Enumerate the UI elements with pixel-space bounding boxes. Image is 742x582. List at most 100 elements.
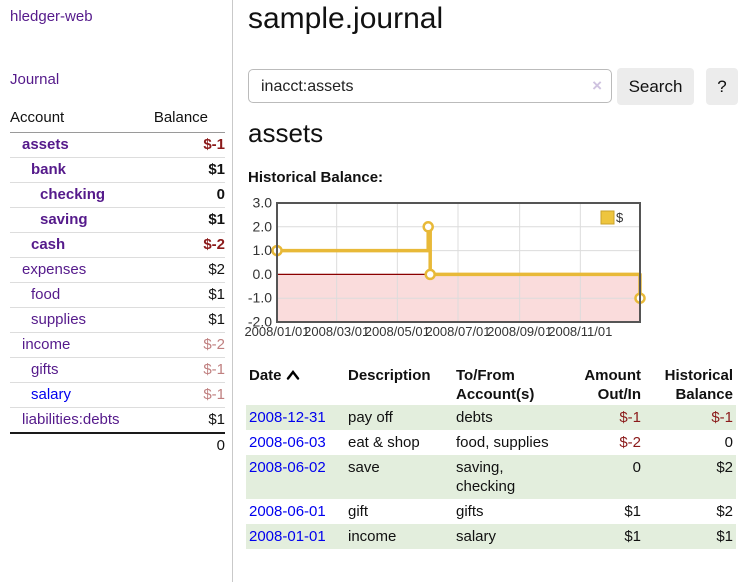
sidebar-account-expenses[interactable]: expenses [22, 261, 87, 278]
register-row: 2008-06-03 eat & shop food, supplies $-2 0 [246, 430, 736, 455]
register-header-balance-line2: Balance [675, 386, 733, 403]
sidebar-account-checking[interactable]: checking [40, 186, 106, 203]
accounts-total-row: 0 [10, 432, 225, 458]
account-balance: $-2 [153, 232, 225, 258]
sidebar-account-food[interactable]: food [31, 286, 61, 303]
account-balance: $-1 [153, 357, 225, 383]
transaction-accounts: food, supplies [456, 434, 549, 451]
sort-ascending-icon[interactable] [286, 370, 300, 380]
sidebar-account-supplies[interactable]: supplies [31, 311, 87, 328]
transaction-amount: $1 [624, 503, 641, 520]
transaction-date-link[interactable]: 2008-06-01 [249, 503, 326, 520]
account-row: bank $1 [10, 157, 225, 183]
account-name-cell: supplies [10, 307, 154, 333]
transaction-balance: 0 [724, 434, 733, 451]
account-name-cell: bank [10, 157, 154, 183]
register-header-date[interactable]: Date [246, 365, 345, 405]
accounts-total-value: 0 [153, 432, 225, 458]
account-row: supplies $1 [10, 307, 225, 333]
register-header-balance: Historical Balance [644, 365, 736, 405]
transaction-balance: $1 [716, 528, 733, 545]
transaction-amount: $-1 [619, 409, 641, 426]
account-name-cell: gifts [10, 357, 154, 383]
accounts-header-account: Account [10, 104, 154, 133]
transaction-amount: $1 [624, 528, 641, 545]
sidebar-account-assets[interactable]: assets [22, 136, 69, 153]
account-row: cash $-2 [10, 232, 225, 258]
transaction-date-cell: 2008-06-03 [246, 430, 345, 455]
chart-y-tick-label: 2.0 [253, 218, 273, 234]
account-row: checking 0 [10, 182, 225, 208]
sidebar-account-bank[interactable]: bank [31, 161, 67, 178]
accounts-table: Account Balance assets $-1 bank $1 checking 0… [10, 104, 225, 458]
account-name-cell: salary [10, 382, 154, 408]
account-name-cell: assets [10, 133, 154, 158]
search-form: × Search ? [248, 68, 742, 105]
search-button[interactable]: Search [617, 68, 694, 105]
register-header-row: Date Description To/From Account(s) Amou… [246, 365, 736, 405]
search-input[interactable] [259, 72, 581, 102]
account-balance: $1 [153, 157, 225, 183]
sidebar-account-salary[interactable]: salary [31, 386, 72, 403]
account-balance: $1 [153, 407, 225, 433]
account-balance: $1 [153, 282, 225, 308]
register-header-amount: Amount Out/In [566, 365, 644, 405]
transaction-date-link[interactable]: 2008-01-01 [249, 528, 326, 545]
sidebar-account-gifts[interactable]: gifts [31, 361, 59, 378]
sidebar-account-cash[interactable]: cash [31, 236, 66, 253]
chart-y-tick-label: -1.0 [248, 290, 272, 306]
register-header-description: Description [345, 365, 453, 405]
historical-balance-chart: $3.0 2.0 1.0 0.0 -1.0 -2.02008/01/012008/03/0… [244, 196, 646, 339]
chart-title: Historical Balance: [248, 169, 384, 186]
account-row: expenses $2 [10, 257, 225, 283]
transaction-balance: $2 [716, 503, 733, 520]
transaction-amount: 0 [632, 459, 641, 476]
transaction-description: pay off [348, 409, 393, 426]
chart-x-tick-label: 2008/09/01 [487, 324, 552, 339]
sidebar-account-saving[interactable]: saving [40, 211, 88, 228]
chart-y-tick-label: 0.0 [253, 266, 273, 282]
account-name-cell: food [10, 282, 154, 308]
transaction-date-link[interactable]: 2008-06-03 [249, 434, 326, 451]
account-row: liabilities:debts $1 [10, 407, 225, 433]
chart-x-tick-label: 2008/11/01 [548, 324, 612, 339]
transaction-balance: $2 [716, 459, 733, 476]
account-row: income $-2 [10, 332, 225, 358]
account-balance: $-1 [153, 382, 225, 408]
main-content: sample.journal × Search ? assets Histori… [244, 0, 742, 582]
register-row: 2008-06-02 save saving, checking 0 $2 [246, 455, 736, 499]
transaction-amount: $-2 [619, 434, 641, 451]
account-name-cell: cash [10, 232, 154, 258]
transaction-description: eat & shop [348, 434, 420, 451]
chart-y-tick-label: -2.0 [248, 314, 272, 330]
chart-x-tick-label: 2008/07/01 [425, 324, 490, 339]
register-header-amount-line1: Amount [584, 367, 641, 384]
transaction-date-link[interactable]: 2008-06-02 [249, 459, 326, 476]
sidebar-account-liabilities-debts[interactable]: liabilities:debts [22, 411, 120, 428]
transaction-date-link[interactable]: 2008-12-31 [249, 409, 326, 426]
app-title-link[interactable]: hledger-web [10, 8, 93, 25]
transaction-accounts: gifts [456, 503, 484, 520]
account-row: food $1 [10, 282, 225, 308]
help-button[interactable]: ? [706, 68, 738, 105]
clear-search-icon[interactable]: × [592, 76, 602, 95]
account-name-cell: liabilities:debts [10, 407, 154, 433]
accounts-header-row: Account Balance [10, 104, 225, 133]
accounts-total-spacer [10, 432, 154, 458]
account-balance: 0 [153, 182, 225, 208]
account-balance: $-1 [203, 136, 225, 153]
register-header-accounts: To/From Account(s) [453, 365, 566, 405]
sidebar-item-journal[interactable]: Journal [10, 71, 60, 88]
account-name-cell: checking [10, 182, 154, 208]
transaction-accounts: debts [456, 409, 493, 426]
register-header-accounts-line1: To/From [456, 367, 515, 384]
chart-legend-swatch [600, 210, 615, 225]
sidebar-account-income[interactable]: income [22, 336, 71, 353]
transaction-balance: $-1 [711, 409, 733, 426]
chart-x-tick-label: 2008/03/01 [304, 324, 369, 339]
register-row: 2008-06-01 gift gifts $1 $2 [246, 499, 736, 524]
register-table: Date Description To/From Account(s) Amou… [246, 365, 736, 549]
page-title: sample.journal [248, 2, 444, 35]
account-row: salary $-1 [10, 382, 225, 408]
register-row: 2008-01-01 income salary $1 $1 [246, 524, 736, 549]
